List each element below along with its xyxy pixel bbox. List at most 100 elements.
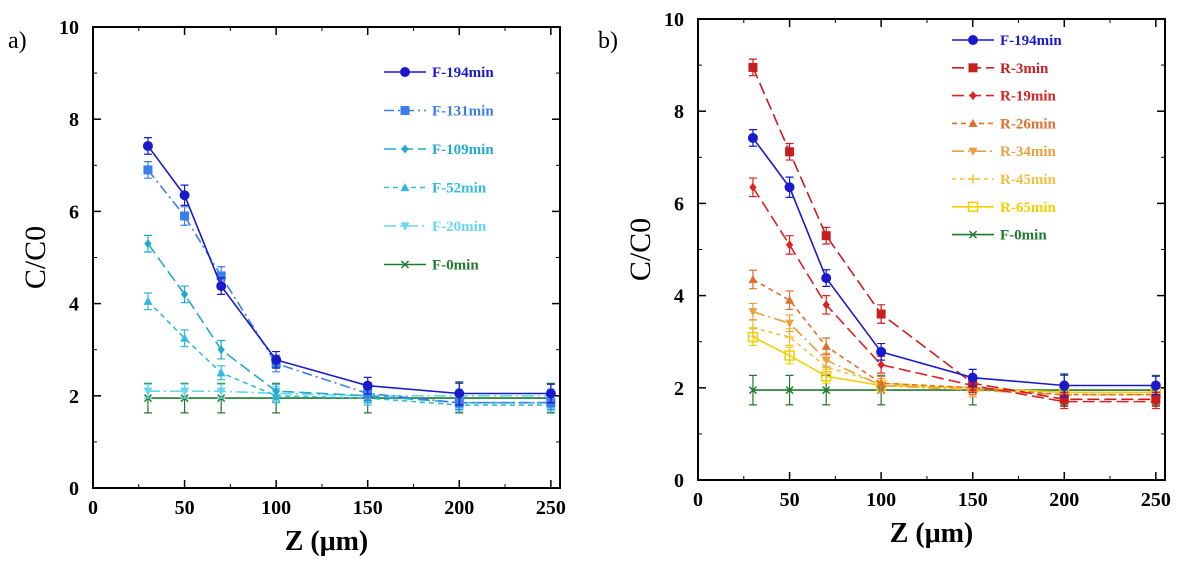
b-series-line xyxy=(752,278,1156,396)
b-y-tick-label: 4 xyxy=(674,286,684,308)
a-y-tick-label: 10 xyxy=(59,17,79,39)
b-series-line xyxy=(752,310,1156,396)
b-data-point xyxy=(748,323,758,333)
b-legend-marker xyxy=(969,91,977,101)
b-series-line xyxy=(752,336,1156,394)
b-legend-entry: F-194min xyxy=(952,33,1062,49)
b-y-tick-label: 10 xyxy=(664,9,684,31)
b-data-point xyxy=(785,332,795,342)
b-x-tick-label: 250 xyxy=(1141,489,1171,511)
a-legend-entry: F-109min xyxy=(384,142,494,158)
a-x-tick-label: 200 xyxy=(444,497,474,519)
a-data-point xyxy=(144,239,152,249)
a-data-point xyxy=(216,281,227,292)
b-legend-entry: R-34min xyxy=(952,144,1056,160)
a-legend-entry: F-131min xyxy=(384,104,494,120)
b-legend-marker xyxy=(968,230,978,239)
panel-label-a: a) xyxy=(8,28,27,54)
a-legend-label: F-109min xyxy=(432,142,494,158)
b-x-axis-title: Z (μm) xyxy=(890,518,974,549)
b-data-point xyxy=(747,132,758,143)
b-error-bar xyxy=(785,346,794,365)
b-data-point xyxy=(821,273,832,284)
a-data-point xyxy=(545,388,556,399)
b-data-point xyxy=(1151,394,1161,404)
b-series-F-194min xyxy=(747,129,1161,398)
b-x-tick-label: 150 xyxy=(958,489,988,511)
chart-a-svg: 0 50 100 150 200 250 0 2 4 6 8 10 Z (μm) C/C0 F-194min… xyxy=(19,17,566,557)
a-data-point xyxy=(180,289,189,299)
b-legend-entry: R-3min xyxy=(952,61,1049,77)
b-series-R-19min xyxy=(748,177,1160,410)
a-legend-marker xyxy=(400,67,410,77)
a-data-point xyxy=(143,296,153,305)
b-legend-entry: R-45min xyxy=(952,172,1056,188)
a-data-point xyxy=(142,140,153,151)
a-x-axis-title: Z (μm) xyxy=(285,526,369,557)
b-legend-entry: F-0min xyxy=(952,228,1047,244)
a-data-point xyxy=(216,368,226,377)
b-legend-entry: R-26min xyxy=(952,116,1056,132)
b-data-point xyxy=(785,319,795,328)
a-legend-label: F-0min xyxy=(432,258,479,274)
a-data-point xyxy=(216,271,226,281)
b-y-tick-label: 6 xyxy=(674,193,684,215)
a-x-tick-label: 50 xyxy=(175,497,195,519)
b-legend-label: R-65min xyxy=(1000,200,1056,216)
a-data-point xyxy=(180,211,190,221)
b-legend-marker xyxy=(968,118,978,127)
a-legend-entry: F-52min xyxy=(384,181,487,197)
b-legend-label: R-19min xyxy=(1000,89,1056,105)
a-legend-marker xyxy=(400,183,410,192)
a-series-line xyxy=(147,300,551,406)
a-y-axis-title: C/C0 xyxy=(19,226,52,289)
a-series-line xyxy=(147,169,551,404)
a-data-point xyxy=(362,380,373,391)
a-legend-marker xyxy=(400,106,410,115)
chart-panel-a: a) 0 50 100 150 200 250 0 2 4 6 8 10 Z (μm) C/C0 F-194… xyxy=(0,0,590,566)
b-data-point xyxy=(876,378,886,387)
a-series-F-194min xyxy=(142,137,556,406)
b-data-point xyxy=(1059,380,1070,391)
b-data-point xyxy=(876,346,887,357)
a-series-F-109min xyxy=(143,234,555,411)
b-legend-marker xyxy=(968,63,978,73)
a-data-point xyxy=(180,387,190,396)
a-plot-frame xyxy=(92,26,561,489)
b-data-point xyxy=(1150,380,1161,391)
b-data-point xyxy=(784,350,795,361)
b-data-point xyxy=(967,372,978,383)
b-legend-marker xyxy=(967,201,979,213)
b-data-point xyxy=(822,386,831,395)
a-legend-marker xyxy=(401,144,409,154)
a-x-tick-label: 250 xyxy=(536,497,566,519)
b-data-point xyxy=(749,182,757,192)
b-data-point xyxy=(785,386,794,395)
b-data-point xyxy=(1059,394,1069,404)
a-legend-entry: F-194min xyxy=(384,65,494,81)
b-legend-label: F-0min xyxy=(1000,228,1047,244)
b-legend-entry: R-19min xyxy=(952,89,1056,105)
a-data-point xyxy=(271,354,282,365)
b-data-point xyxy=(748,62,758,72)
chart-panel-b: b) 0 50 100 150 200 250 0 2 4 6 8 10 Z (μm) C/C0 F-194… xyxy=(590,0,1185,566)
b-series-F-0min xyxy=(748,374,1160,406)
a-x-tick-label: 0 xyxy=(88,497,98,519)
a-data-point xyxy=(217,345,225,355)
b-x-tick-label: 100 xyxy=(866,489,896,511)
a-series-line xyxy=(147,243,551,404)
b-y-axis-title: C/C0 xyxy=(624,218,657,281)
chart-b-svg: 0 50 100 150 200 250 0 2 4 6 8 10 Z (μm) C/C0 F-194min… xyxy=(624,9,1171,549)
a-y-tick-label: 4 xyxy=(69,294,79,316)
b-legend-entry: R-65min xyxy=(952,200,1056,216)
b-series-line xyxy=(752,327,1156,394)
a-series-line xyxy=(147,145,551,395)
b-legend-label: F-194min xyxy=(1000,33,1062,49)
a-legend-label: F-52min xyxy=(432,181,487,197)
b-data-point xyxy=(876,309,886,319)
b-data-point xyxy=(748,386,757,395)
a-legend-label: F-20min xyxy=(432,219,487,235)
a-data-point xyxy=(180,333,190,342)
b-data-point xyxy=(821,231,831,241)
a-legend-label: F-194min xyxy=(432,65,494,81)
